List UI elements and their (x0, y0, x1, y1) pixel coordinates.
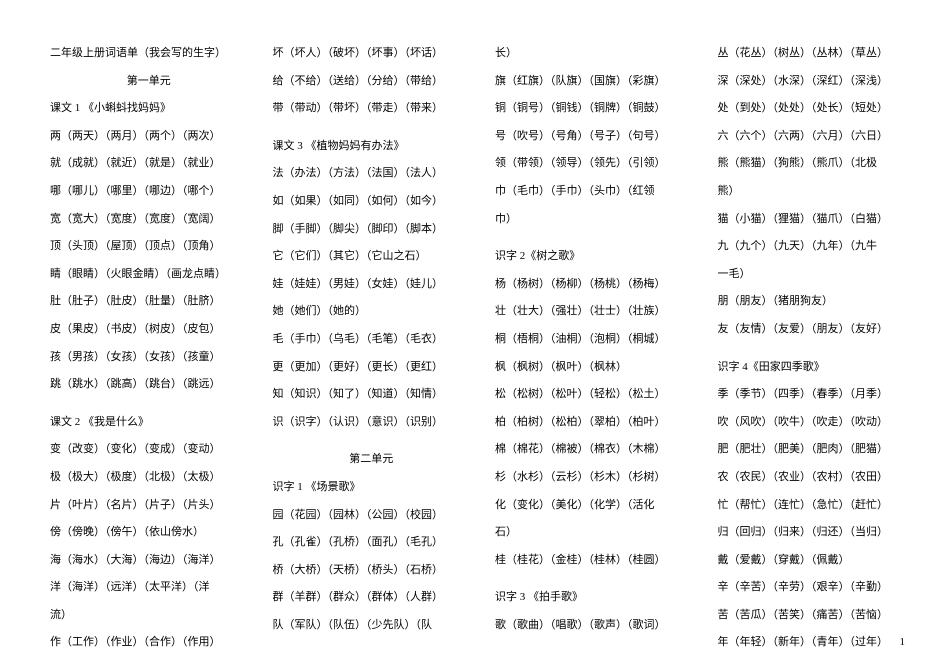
text-line: 哪（哪儿）（哪里）（哪边）（哪个） (50, 183, 248, 201)
text-line: 二年级上册词语单（我会写的生字） (50, 45, 248, 63)
text-line: 号（吹号）（号角）（号子）（句号） (495, 128, 693, 146)
text-line: 朋（朋友）（猪朋狗友） (718, 293, 916, 311)
text-line: 流） (50, 607, 248, 625)
text-line: 队（军队）（队伍）（少先队）（队 (273, 617, 471, 635)
text-line: 长） (495, 45, 693, 63)
text-line: 桂（桂花）（金桂）（桂林）（桂圆） (495, 552, 693, 570)
text-line: 戴（爱戴）（穿戴）（佩戴） (718, 552, 916, 570)
column-4: 丛（花丛）（树丛）（丛林）（草丛） 深（深处）（水深）（深红）（深浅） 处（到处… (718, 45, 916, 652)
text-line: 极（极大）（极度）（北极）（太极） (50, 469, 248, 487)
text-line: 肚（肚子）（肚皮）（肚量）（肚脐） (50, 293, 248, 311)
text-line: 领（带领）（领导）（领先）（引领） (495, 155, 693, 173)
text-line: 旗（红旗）（队旗）（国旗）（彩旗） (495, 73, 693, 91)
lesson-title: 识字 4《田家四季歌》 (718, 359, 916, 377)
text-line: 六（六个）（六两）（六月）（六日） (718, 128, 916, 146)
text-line: 丛（花丛）（树丛）（丛林）（草丛） (718, 45, 916, 63)
text-line: 松（松树）（松叶）（轻松）（松土） (495, 386, 693, 404)
text-line: 两（两天）（两月）（两个）（两次） (50, 128, 248, 146)
lesson-title: 识字 2《树之歌》 (495, 248, 693, 266)
text-line: 跳（跳水）（跳高）（跳台）（跳远） (50, 376, 248, 394)
text-line: 群（羊群）（群众）（群体）（人群） (273, 589, 471, 607)
text-line: 深（深处）（水深）（深红）（深浅） (718, 73, 916, 91)
lesson-title: 识字 1 《场景歌》 (273, 479, 471, 497)
text-line: 苦（苦瓜）（苦笑）（痛苦）（苦恼） (718, 607, 916, 625)
column-2: 坏（坏人）（破坏）（坏事）（坏话） 给（不给）（送给）（分给）（带给） 带（带动… (273, 45, 471, 652)
text-line: 年（年轻）（新年）（青年）（过年） (718, 634, 916, 652)
text-line: 作（工作）（作业）（合作）（作用） (50, 634, 248, 652)
text-line: 归（回归）（归来）（归还）（当归） (718, 524, 916, 542)
text-line: 带（带动）（带坏）（带走）（带来） (273, 100, 471, 118)
text-line: 枫（枫树）（枫叶）（枫林） (495, 359, 693, 377)
lesson-title: 识字 3 《拍手歌》 (495, 589, 693, 607)
text-line: 海（海水）（大海）（海边）（海洋） (50, 552, 248, 570)
text-line: 化（变化）（美化）（化学）（活化 (495, 497, 693, 515)
column-1: 二年级上册词语单（我会写的生字） 第一单元 课文 1 《小蝌蚪找妈妈》 两（两天… (50, 45, 248, 652)
page-number: 1 (900, 636, 906, 648)
text-line: 孩（男孩）（女孩）（女孩）（孩童） (50, 349, 248, 367)
text-line: 熊（熊猫）（狗熊）（熊爪）（北极 (718, 155, 916, 173)
text-line: 桐（梧桐）（油桐）（泡桐）（桐城） (495, 331, 693, 349)
text-line: 猫（小猫）（狸猫）（猫爪）（白猫） (718, 211, 916, 229)
text-line: 杉（水杉）（云杉）（杉木）（杉树） (495, 469, 693, 487)
text-line: 农（农民）（农业）（农村）（农田） (718, 469, 916, 487)
text-line: 知（知识）（知了）（知道）（知情） (273, 386, 471, 404)
text-line: 熊） (718, 183, 916, 201)
text-line: 壮（壮大）（强壮）（壮士）（壮族） (495, 303, 693, 321)
text-line: 它（它们）（其它）（它山之石） (273, 248, 471, 266)
text-line: 如（如果）（如同）（如何）（如今） (273, 193, 471, 211)
text-line: 歌（歌曲）（唱歌）（歌声）（歌词） (495, 617, 693, 635)
text-line: 肥（肥壮）（肥美）（肥肉）（肥猫） (718, 441, 916, 459)
column-3: 长） 旗（红旗）（队旗）（国旗）（彩旗） 铜（铜号）（铜钱）（铜牌）（铜鼓） 号… (495, 45, 693, 652)
text-line: 变（改变）（变化）（变成）（变动） (50, 441, 248, 459)
lesson-title: 课文 3 《植物妈妈有办法》 (273, 138, 471, 156)
text-line: 石） (495, 524, 693, 542)
text-line: 她（她们）（她的） (273, 303, 471, 321)
text-line: 皮（果皮）（书皮）（树皮）（皮包） (50, 321, 248, 339)
text-line: 吹（风吹）（吹牛）（吹走）（吹动） (718, 414, 916, 432)
text-line: 给（不给）（送给）（分给）（带给） (273, 73, 471, 91)
text-line: 忙（帮忙）（连忙）（急忙）（赶忙） (718, 497, 916, 515)
text-line: 识（识字）（认识）（意识）（识别） (273, 414, 471, 432)
unit-heading: 第一单元 (50, 73, 248, 91)
text-line: 傍（傍晚）（傍午）（依山傍水） (50, 524, 248, 542)
text-line: 睛（眼睛）（火眼金睛）（画龙点睛） (50, 266, 248, 284)
text-line: 坏（坏人）（破坏）（坏事）（坏话） (273, 45, 471, 63)
text-line: 洋（海洋）（远洋）（太平洋）（洋 (50, 579, 248, 597)
text-line: 铜（铜号）（铜钱）（铜牌）（铜鼓） (495, 100, 693, 118)
text-line: 棉（棉花）（棉被）（棉衣）（木棉） (495, 441, 693, 459)
text-line: 顶（头顶）（屋顶）（顶点）（顶角） (50, 238, 248, 256)
unit-heading: 第二单元 (273, 451, 471, 469)
text-line: 九（九个）（九天）（九年）（九牛 (718, 238, 916, 256)
text-line: 杨（杨树）（杨柳）（杨桃）（杨梅） (495, 276, 693, 294)
text-line: 脚（手脚）（脚尖）（脚印）（脚本） (273, 221, 471, 239)
text-line: 孔（孔雀）（孔桥）（面孔）（毛孔） (273, 534, 471, 552)
text-line: 毛（手巾）（乌毛）（毛笔）（毛衣） (273, 331, 471, 349)
text-line: 季（季节）（四季）（春季）（月季） (718, 386, 916, 404)
text-line: 更（更加）（更好）（更长）（更红） (273, 359, 471, 377)
text-line: 一毛） (718, 266, 916, 284)
text-line: 片（叶片）（名片）（片子）（片头） (50, 497, 248, 515)
text-line: 桥（大桥）（天桥）（桥头）（石桥） (273, 562, 471, 580)
text-line: 园（花园）（园林）（公园）（校园） (273, 507, 471, 525)
text-line: 巾（毛巾）（手巾）（头巾）（红领 (495, 183, 693, 201)
lesson-title: 课文 1 《小蝌蚪找妈妈》 (50, 100, 248, 118)
text-line: 柏（柏树）（松柏）（翠柏）（柏叶） (495, 414, 693, 432)
text-line: 宽（宽大）（宽度）（宽度）（宽阔） (50, 211, 248, 229)
text-line: 法（办法）（方法）（法国）（法人） (273, 165, 471, 183)
lesson-title: 课文 2 《我是什么》 (50, 414, 248, 432)
text-line: 友（友情）（友爱）（朋友）（友好） (718, 321, 916, 339)
text-line: 娃（娃娃）（男娃）（女娃）（娃儿） (273, 276, 471, 294)
text-line: 辛（辛苦）（辛劳）（艰辛）（辛勤） (718, 579, 916, 597)
text-line: 巾） (495, 211, 693, 229)
text-line: 处（到处）（处处）（处长）（短处） (718, 100, 916, 118)
text-line: 就（成就）（就近）（就是）（就业） (50, 155, 248, 173)
